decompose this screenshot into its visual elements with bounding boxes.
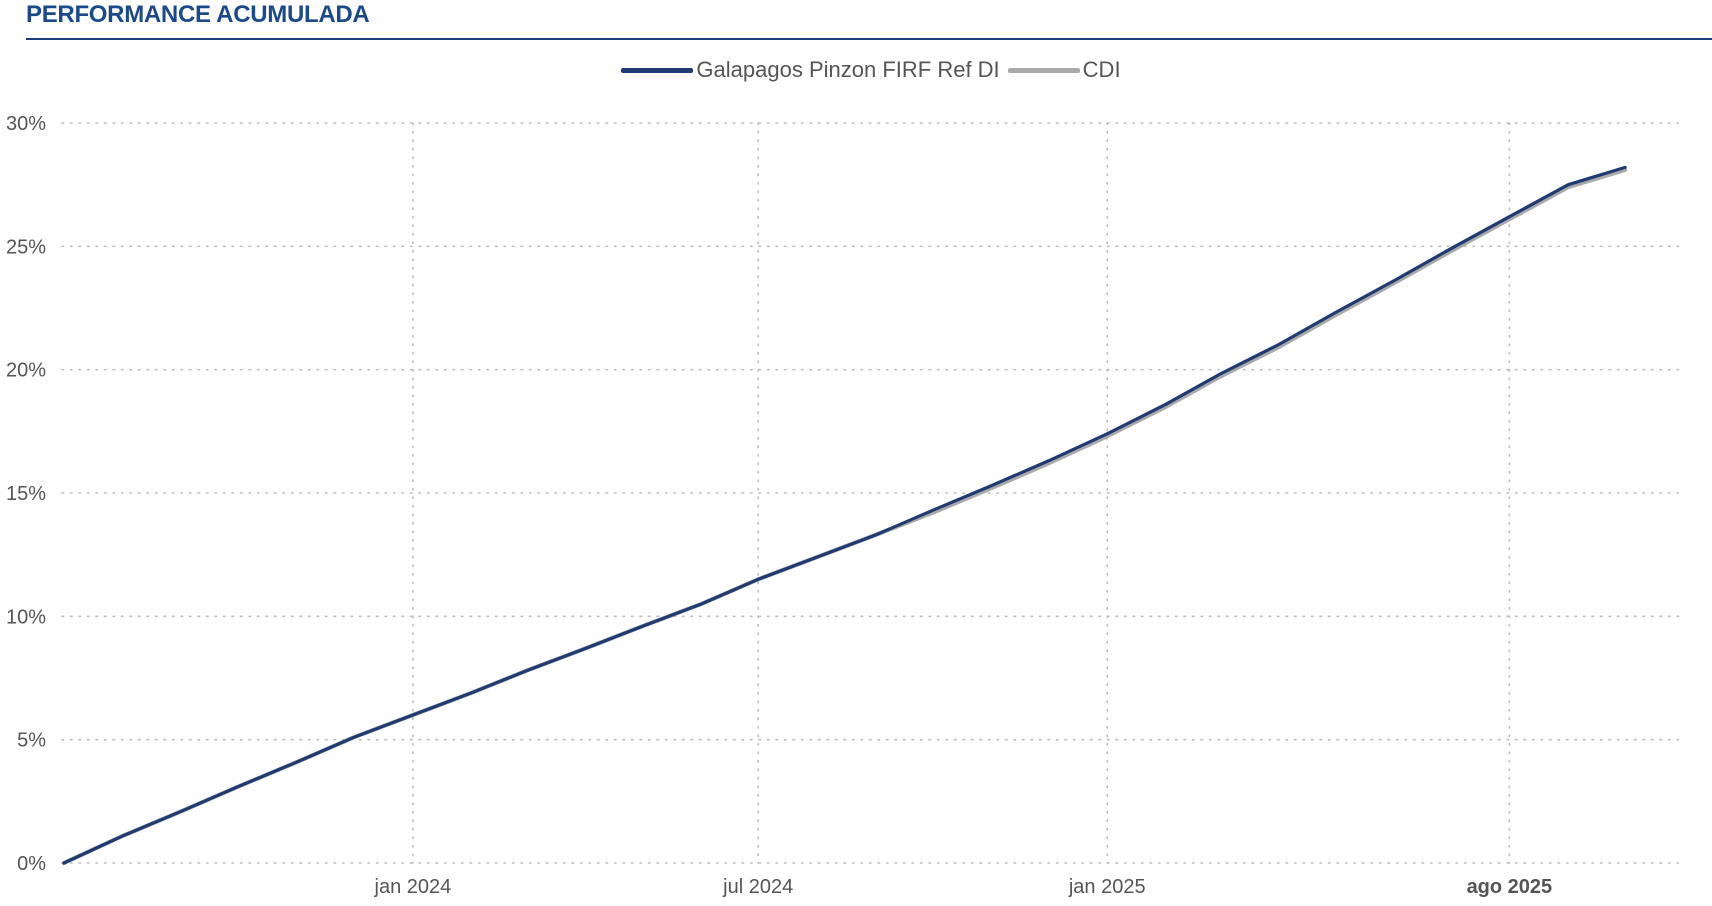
y-tick-label: 20% (6, 360, 46, 382)
y-tick-label: 30% (6, 113, 46, 135)
legend-swatch-fund (621, 67, 694, 73)
x-tick-label: jan 2025 (1068, 876, 1146, 898)
y-tick-label: 5% (17, 730, 46, 752)
y-tick-label: 15% (6, 483, 46, 505)
chart-legend: Galapagos Pinzon FIRF Ref DI CDI (0, 57, 1712, 83)
legend-item-cdi: CDI (1007, 57, 1121, 83)
title-divider (26, 38, 1712, 40)
y-tick-label: 0% (17, 853, 46, 875)
legend-swatch-cdi (1007, 67, 1080, 73)
x-tick-label: jul 2024 (722, 876, 793, 898)
series-line-cdi (61, 167, 1628, 866)
series-line-fund (62, 165, 1627, 865)
x-tick-label: jan 2024 (374, 876, 452, 898)
legend-label-fund: Galapagos Pinzon FIRF Ref DI (696, 57, 1000, 82)
chart-title: PERFORMANCE ACUMULADA (26, 1, 370, 28)
legend-label-cdi: CDI (1082, 57, 1121, 82)
y-tick-label: 25% (6, 236, 46, 258)
x-tick-label: ago 2025 (1467, 876, 1553, 898)
y-tick-label: 10% (6, 606, 46, 628)
legend-item-fund: Galapagos Pinzon FIRF Ref DI (621, 57, 1000, 83)
